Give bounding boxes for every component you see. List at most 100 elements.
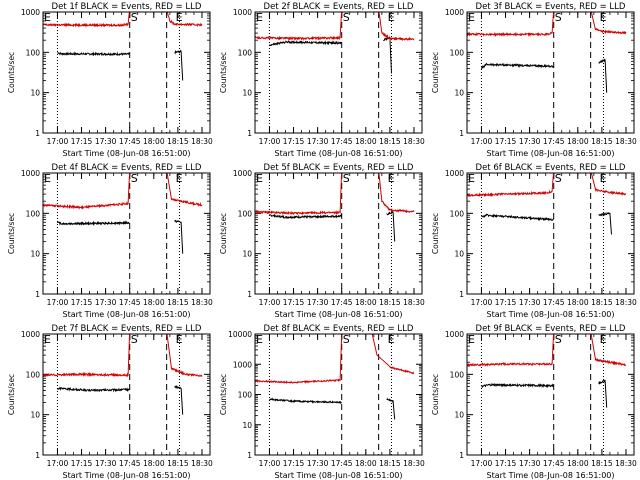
x-tick-label: 17:00 <box>471 459 493 468</box>
x-tick-label: 17:45 <box>331 137 353 146</box>
lld-series-line <box>467 12 554 38</box>
chart-panel-5: Det 5f BLACK = Events, RED = LLD Counts/s… <box>219 163 425 319</box>
marker-label-e: E <box>176 11 183 24</box>
y-tick-label: 10 <box>242 250 252 259</box>
y-axis-label: Counts/sec <box>219 374 228 415</box>
x-tick-label: 17:00 <box>259 459 281 468</box>
lld-series-line <box>255 12 343 41</box>
x-axis-label: Start Time (08-Jun-08 16:51:00) <box>63 471 191 480</box>
y-tick-label: 1 <box>459 129 464 138</box>
marker-label-e: E <box>468 11 475 24</box>
y-tick-label: 1 <box>459 451 464 460</box>
marker-label-s: S <box>131 172 138 185</box>
y-tick-label: 1 <box>247 290 252 299</box>
y-tick-label: 100 <box>238 391 253 400</box>
y-tick-label: 100 <box>450 48 465 57</box>
y-tick-label: 1000 <box>21 8 40 17</box>
y-tick-label: 10000 <box>228 330 252 339</box>
y-axis-label: Counts/sec <box>219 52 228 93</box>
chart-panel-7: Det 7f BLACK = Events, RED = LLD Counts/s… <box>7 324 213 480</box>
x-tick-label: 17:30 <box>519 137 541 146</box>
chart-panel-8: Det 8f BLACK = Events, RED = LLD Counts/s… <box>219 324 425 480</box>
marker-label-e: E <box>468 172 475 185</box>
chart-title: Det 5f BLACK = Events, RED = LLD <box>264 163 414 173</box>
lld-series-line <box>371 334 415 375</box>
y-tick-label: 10 <box>242 421 252 430</box>
x-tick-label: 17:45 <box>119 459 141 468</box>
chart-panel-6: Det 6f BLACK = Events, RED = LLD Counts/s… <box>431 163 637 319</box>
lld-series-line <box>43 173 131 210</box>
x-tick-label: 18:00 <box>143 137 165 146</box>
x-tick-label: 17:30 <box>307 459 329 468</box>
events-series-line <box>481 213 555 222</box>
x-tick-label: 17:15 <box>283 298 305 307</box>
lld-series-line <box>166 334 203 377</box>
lld-series-line <box>378 173 415 214</box>
plot-frame <box>466 333 635 456</box>
lld-series-line <box>467 173 554 198</box>
chart-panel-1: Det 1f BLACK = Events, RED = LLD Counts/s… <box>7 2 213 158</box>
y-tick-label: 10 <box>30 250 40 259</box>
marker-label-e: E <box>176 172 183 185</box>
chart-panel-9: Det 9f BLACK = Events, RED = LLD Counts/s… <box>431 324 637 480</box>
y-tick-label: 1000 <box>445 169 464 178</box>
y-tick-label: 10 <box>454 411 464 420</box>
x-tick-label: 18:00 <box>567 459 589 468</box>
plot-frame <box>466 172 635 295</box>
x-tick-label: 18:30 <box>403 137 425 146</box>
x-tick-label: 18:15 <box>167 137 189 146</box>
marker-label-s: S <box>555 11 562 24</box>
y-tick-label: 1000 <box>233 169 252 178</box>
x-tick-label: 17:00 <box>259 137 281 146</box>
marker-label-s: S <box>131 333 138 346</box>
lld-series-line <box>43 12 130 28</box>
x-axis-label: Start Time (08-Jun-08 16:51:00) <box>275 149 403 158</box>
plot-frame <box>254 172 423 295</box>
x-tick-label: 17:45 <box>119 298 141 307</box>
events-series-line <box>174 219 184 254</box>
x-tick-label: 17:15 <box>283 137 305 146</box>
lld-series-line <box>590 173 627 196</box>
chart-panel-3: Det 3f BLACK = Events, RED = LLD Counts/s… <box>431 2 637 158</box>
x-tick-label: 17:45 <box>331 459 353 468</box>
y-tick-label: 1 <box>35 290 40 299</box>
marker-label-e: E <box>468 333 475 346</box>
x-tick-label: 17:15 <box>71 137 93 146</box>
y-tick-label: 10 <box>30 89 40 98</box>
x-tick-label: 18:30 <box>191 137 213 146</box>
y-tick-label: 10 <box>30 411 40 420</box>
y-tick-label: 1 <box>247 129 252 138</box>
x-axis-label: Start Time (08-Jun-08 16:51:00) <box>63 310 191 319</box>
y-axis-label: Counts/sec <box>431 213 440 254</box>
y-tick-label: 10 <box>454 89 464 98</box>
x-tick-label: 17:00 <box>471 298 493 307</box>
x-tick-label: 17:45 <box>119 137 141 146</box>
chart-panel-4: Det 4f BLACK = Events, RED = LLD Counts/s… <box>7 163 213 319</box>
marker-label-s: S <box>555 172 562 185</box>
x-tick-label: 18:00 <box>143 459 165 468</box>
y-axis-label: Counts/sec <box>219 213 228 254</box>
x-axis-label: Start Time (08-Jun-08 16:51:00) <box>487 149 615 158</box>
x-tick-label: 17:15 <box>495 459 517 468</box>
marker-label-e: E <box>44 172 51 185</box>
x-tick-label: 17:00 <box>47 137 69 146</box>
events-series-line <box>174 49 184 81</box>
marker-label-e: E <box>256 333 263 346</box>
marker-label-e: E <box>388 333 395 346</box>
lld-series-line <box>166 12 203 28</box>
y-tick-label: 100 <box>26 370 41 379</box>
marker-label-s: S <box>131 11 138 24</box>
plot-frame <box>42 11 211 134</box>
y-tick-label: 1000 <box>233 360 252 369</box>
x-tick-label: 18:15 <box>379 137 401 146</box>
events-series-line <box>598 379 608 408</box>
x-tick-label: 17:30 <box>519 298 541 307</box>
y-tick-label: 1000 <box>445 330 464 339</box>
chart-panel-2: Det 2f BLACK = Events, RED = LLD Counts/s… <box>219 2 425 158</box>
x-tick-label: 17:45 <box>543 298 565 307</box>
chart-title: Det 4f BLACK = Events, RED = LLD <box>52 163 202 173</box>
plot-frame <box>466 11 635 134</box>
y-tick-label: 1000 <box>21 169 40 178</box>
x-tick-label: 17:45 <box>331 298 353 307</box>
